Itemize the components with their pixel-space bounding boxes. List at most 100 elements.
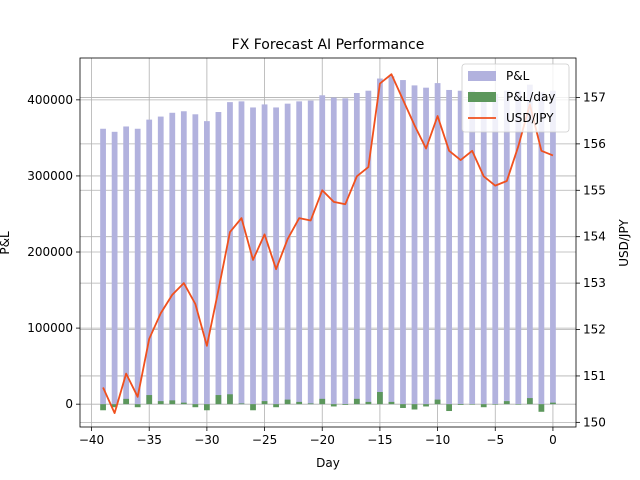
pnl-bar (400, 80, 406, 405)
pnl-bar (273, 107, 279, 405)
usdjpy-line (102, 73, 554, 414)
pnl-bar (157, 116, 164, 405)
y2-axis-label: USD/JPY (617, 219, 631, 267)
pnl-bar (388, 76, 395, 405)
pnl-bar (227, 102, 233, 405)
pnl-bar (492, 93, 499, 405)
x-tick-label: −40 (79, 433, 104, 447)
pnl-bar (238, 101, 245, 405)
pnl-day-bar (330, 404, 337, 407)
pnl-bar (515, 90, 522, 405)
pnl-bar (434, 83, 441, 405)
y-tick-label: 400000 (27, 93, 73, 107)
pnl-bar (307, 100, 314, 405)
line-series (102, 73, 554, 414)
pnl-day-bar (446, 404, 452, 412)
pnl-day-bar (388, 401, 395, 405)
pnl-bar (261, 104, 268, 405)
y2-tick-label: 157 (583, 90, 606, 104)
pnl-day-bar (169, 400, 176, 405)
pnl-day-bar (550, 402, 556, 405)
x-tick-label: 0 (549, 433, 557, 447)
pnl-bar (134, 128, 141, 405)
pnl-bar (423, 87, 429, 405)
y2-tick-label: 154 (583, 230, 606, 244)
pnl-bar (411, 85, 418, 405)
pnl-day-bar (365, 401, 372, 405)
x-tick-label: −20 (310, 433, 335, 447)
pnl-day-bar (492, 404, 499, 405)
x-axis-label: Day (316, 456, 340, 470)
x-tick-label: −25 (252, 433, 277, 447)
pnl-bar (192, 114, 199, 405)
pnl-day-bar (319, 398, 326, 405)
pnl-day-bar (192, 404, 199, 408)
x-tick-label: −15 (367, 433, 392, 447)
pnl-day-bar (180, 402, 187, 405)
pnl-bar (215, 112, 222, 405)
x-tick-label: −5 (486, 433, 504, 447)
pnl-bar (446, 89, 452, 405)
bar-series (100, 76, 556, 412)
pnl-day-bar (353, 398, 360, 405)
pnl-bar (550, 90, 556, 405)
legend-label-pnl-day: P&L/day (506, 90, 555, 104)
legend-swatch-pnl (468, 71, 496, 81)
y-tick-label: 100000 (27, 321, 73, 335)
pnl-bar (204, 121, 210, 405)
plot-frame (79, 57, 577, 428)
pnl-bar (100, 128, 106, 405)
legend: P&L P&L/day USD/JPY (461, 63, 570, 133)
pnl-bar (526, 84, 533, 405)
pnl-bar (365, 90, 372, 405)
pnl-bar (457, 90, 464, 405)
pnl-bar (538, 92, 545, 405)
pnl-day-bar (434, 399, 441, 405)
pnl-day-bar (273, 404, 279, 408)
y-axis-right: 150 151 152 153 154 155 156 157 (576, 90, 606, 429)
y2-tick-label: 151 (583, 369, 606, 383)
x-tick-label: −35 (137, 433, 162, 447)
pnl-day-bar (296, 401, 303, 405)
pnl-bar (123, 126, 130, 405)
pnl-day-bar (538, 404, 545, 412)
pnl-bar (146, 119, 153, 405)
pnl-day-bar (100, 404, 106, 411)
y2-tick-label: 156 (583, 137, 606, 151)
chart-title: FX Forecast AI Performance (232, 37, 425, 53)
pnl-bar (503, 90, 510, 405)
pnl-bar (250, 107, 256, 405)
pnl-day-bar (238, 403, 245, 405)
pnl-bar (169, 112, 176, 405)
pnl-day-bar (215, 395, 222, 405)
x-tick-label: −30 (194, 433, 219, 447)
y2-tick-label: 155 (583, 183, 606, 197)
pnl-day-bar (134, 404, 141, 408)
y-axis-label: P&L (0, 231, 12, 255)
y2-tick-label: 150 (583, 415, 606, 429)
pnl-day-bar (377, 392, 383, 405)
pnl-day-bar (204, 404, 210, 411)
legend-label-usdjpy: USD/JPY (506, 111, 554, 125)
pnl-bar (180, 111, 187, 405)
x-axis: −40 −35 −30 −25 −20 −15 −10 −5 0 (79, 427, 557, 447)
pnl-day-bar (111, 404, 118, 408)
pnl-day-bar (261, 401, 268, 405)
y2-tick-label: 152 (583, 323, 606, 337)
pnl-day-bar (457, 404, 464, 405)
pnl-bar (319, 95, 326, 405)
pnl-day-bar (307, 403, 314, 405)
pnl-day-bar (526, 398, 533, 405)
legend-swatch-pnl-day (468, 92, 496, 102)
pnl-bar (330, 97, 337, 405)
pnl-day-bar (342, 404, 349, 405)
pnl-day-bar (250, 404, 256, 411)
pnl-bar (296, 101, 303, 405)
pnl-bar (353, 92, 360, 405)
pnl-day-bar (469, 404, 476, 405)
pnl-day-bar (515, 404, 522, 405)
pnl-day-bar (123, 398, 130, 405)
pnl-bar (377, 78, 383, 405)
y-axis-left: 0 100000 200000 300000 400000 (27, 93, 80, 411)
